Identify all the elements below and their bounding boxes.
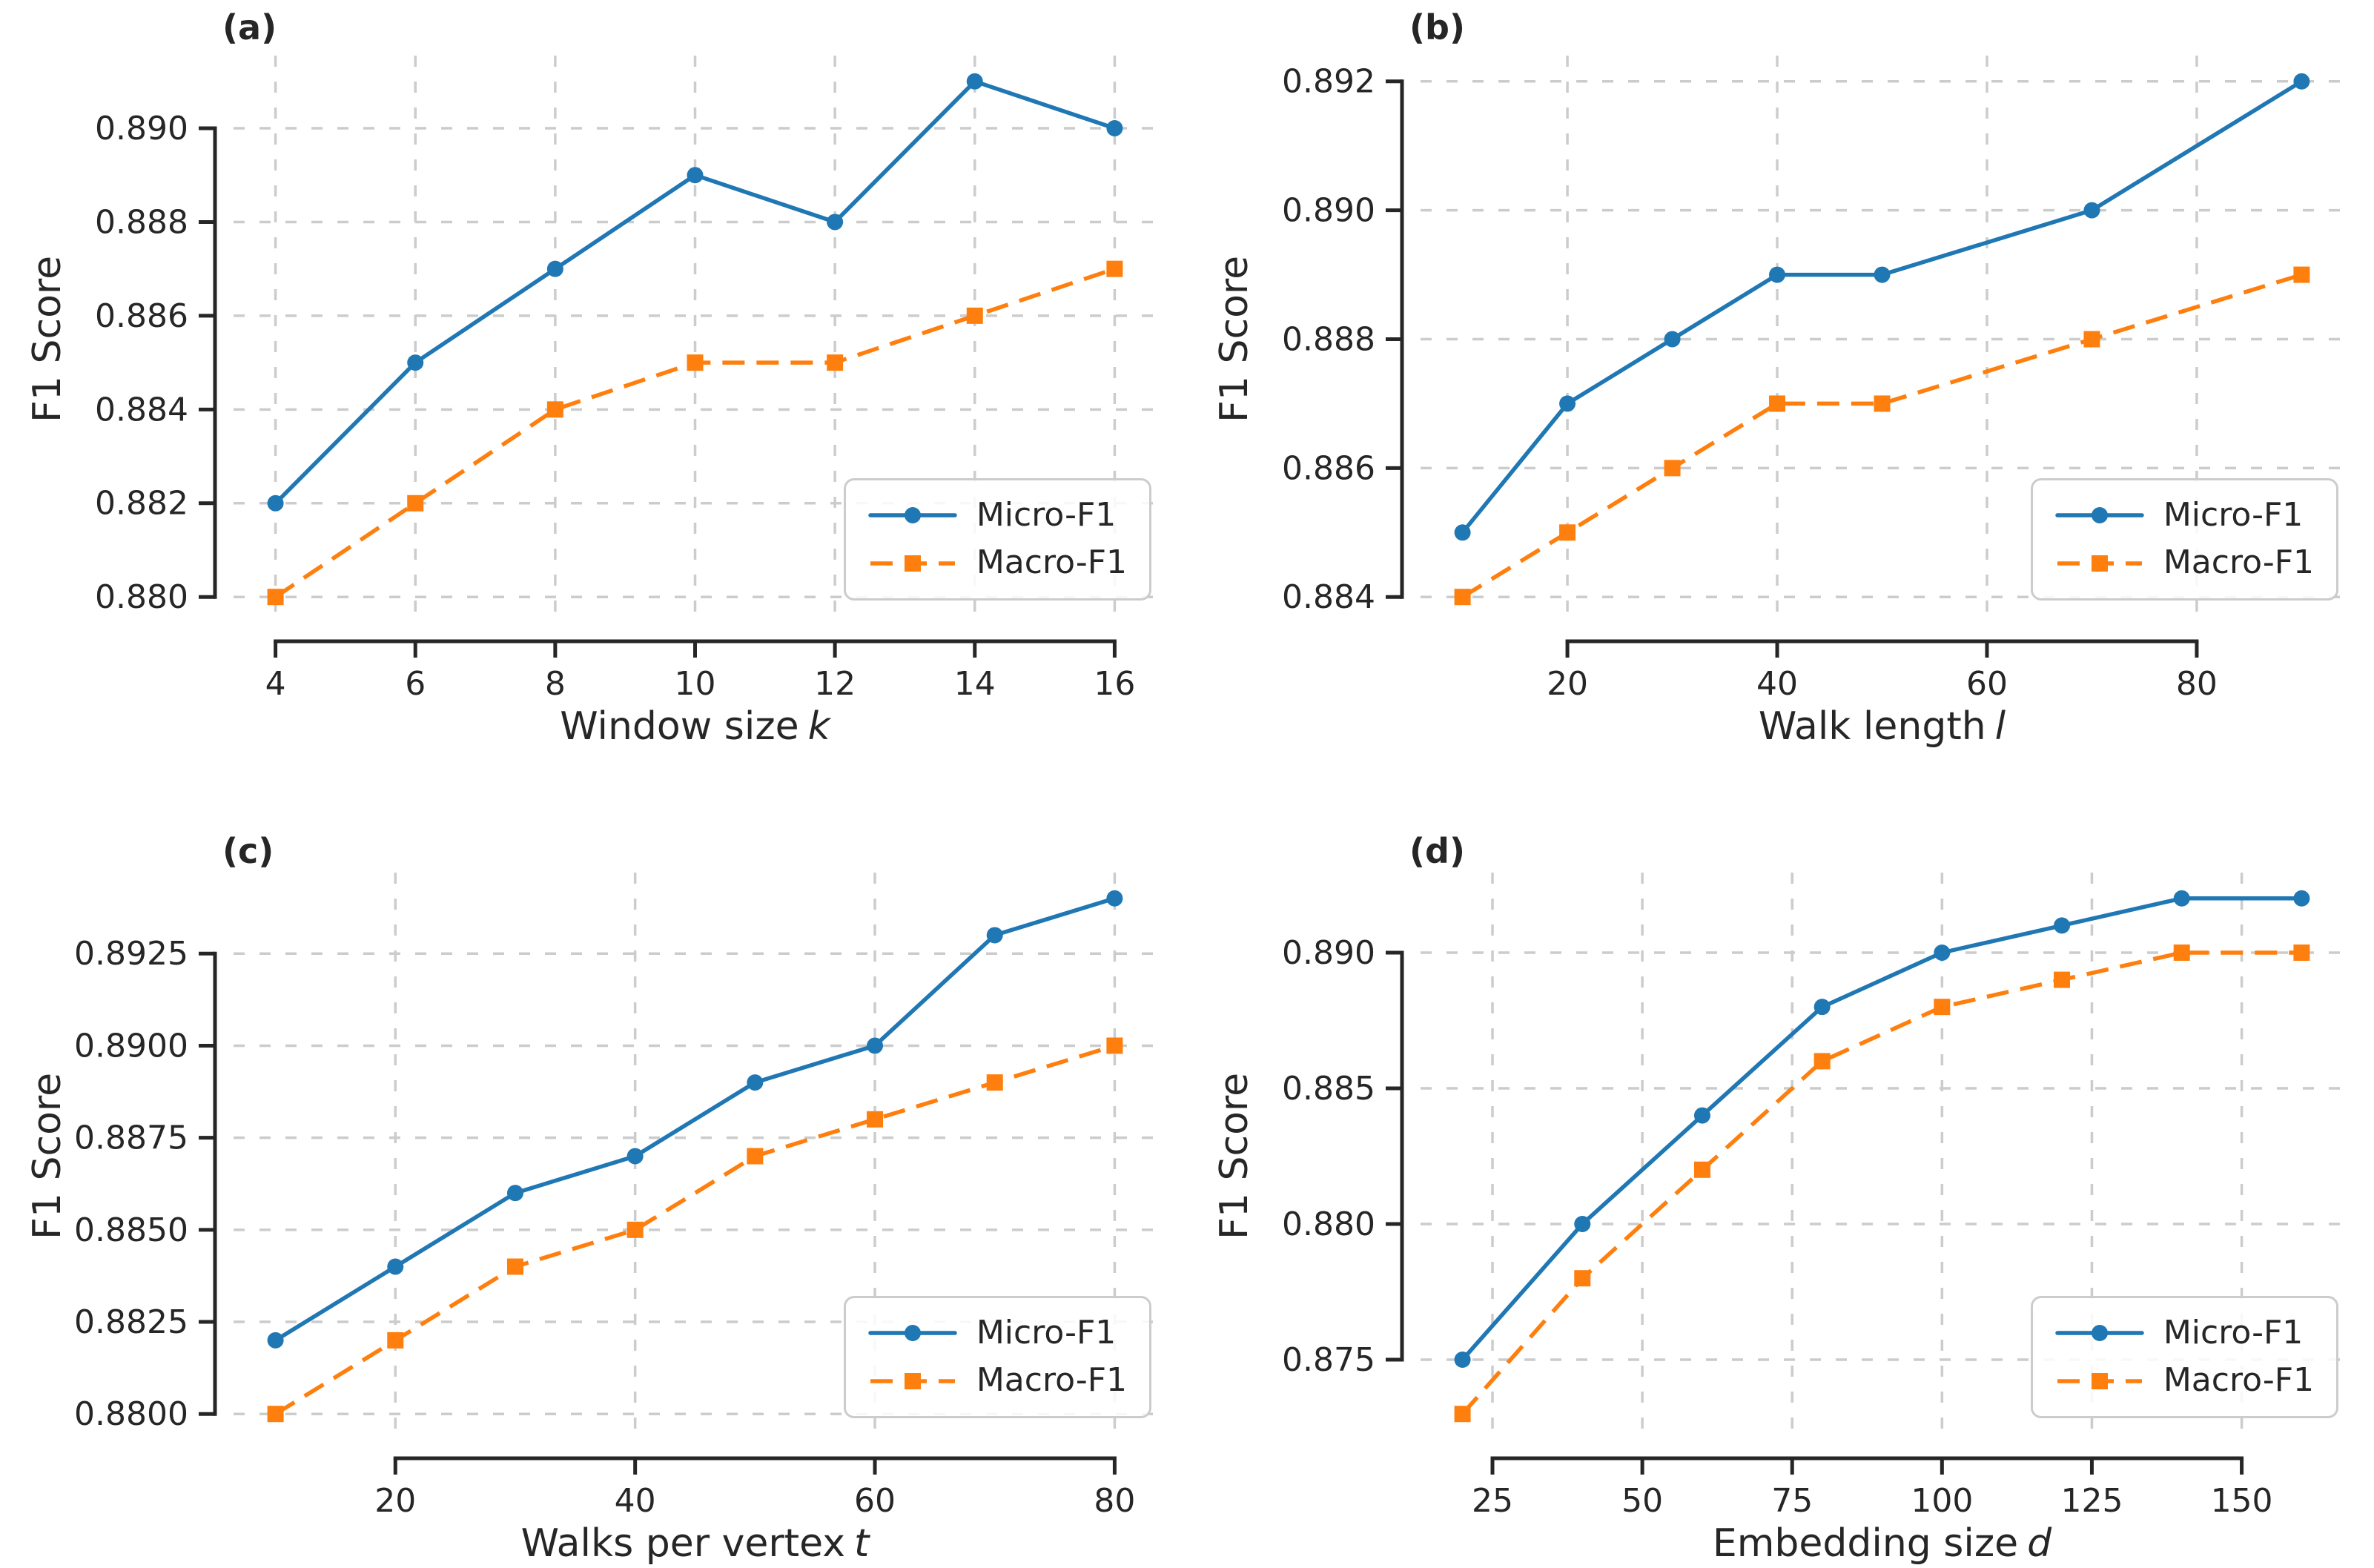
svg-text:16: 16 — [1094, 665, 1135, 703]
panel-label-b: (b) — [1409, 7, 1465, 47]
chart-panel-b: 0.884 0.886 0.888 0.890 0.892 20 40 60 80 (b) F1… — [1187, 0, 2374, 784]
chart-panel-a: 0.880 0.882 0.884 0.886 0.888 0.890 4 6 8 10 12 14 1… — [0, 0, 1187, 784]
svg-text:10: 10 — [675, 665, 716, 703]
svg-text:14: 14 — [954, 665, 996, 703]
legend-label-macro: Macro-F1 — [2163, 543, 2314, 582]
svg-text:25: 25 — [1472, 1482, 1513, 1520]
svg-text:20: 20 — [374, 1482, 416, 1520]
svg-text:0.884: 0.884 — [1282, 578, 1375, 616]
macro-line-sample-icon — [870, 555, 955, 572]
legend-item-micro: Micro-F1 — [2055, 1314, 2314, 1352]
svg-text:6: 6 — [405, 665, 426, 703]
legend-label-macro: Macro-F1 — [976, 543, 1127, 582]
svg-text:0.8825: 0.8825 — [74, 1303, 188, 1341]
x-axis-label-c: Walks per vertex t — [234, 1521, 1157, 1566]
svg-text:12: 12 — [814, 665, 856, 703]
x-axis-label-a: Window size k — [234, 704, 1157, 749]
svg-text:0.8850: 0.8850 — [74, 1211, 188, 1249]
y-axis-label-b: F1 Score — [1212, 255, 1257, 423]
svg-text:0.8900: 0.8900 — [74, 1027, 188, 1065]
micro-line-sample-icon — [868, 507, 957, 524]
legend-item-micro: Micro-F1 — [2055, 495, 2314, 535]
y-axis-label-a: F1 Score — [25, 255, 70, 423]
svg-text:0.890: 0.890 — [1282, 192, 1375, 230]
macro-line-sample-icon — [2057, 555, 2142, 572]
svg-text:4: 4 — [265, 665, 286, 703]
legend-item-macro: Macro-F1 — [2055, 544, 2314, 582]
panel-label-d: (d) — [1409, 831, 1465, 871]
svg-text:60: 60 — [854, 1482, 896, 1520]
x-axis-variable: l — [1994, 704, 2006, 749]
svg-text:0.884: 0.884 — [95, 391, 188, 429]
legend-label-macro: Macro-F1 — [976, 1361, 1127, 1400]
svg-text:0.886: 0.886 — [1282, 449, 1375, 487]
legend-item-macro: Macro-F1 — [868, 544, 1127, 582]
legend-label-micro: Micro-F1 — [976, 1313, 1117, 1352]
svg-text:0.890: 0.890 — [95, 110, 188, 148]
svg-text:0.882: 0.882 — [95, 485, 188, 523]
svg-text:40: 40 — [1756, 665, 1798, 703]
legend-item-macro: Macro-F1 — [868, 1362, 1127, 1400]
svg-text:0.888: 0.888 — [95, 203, 188, 241]
svg-text:80: 80 — [2176, 665, 2218, 703]
y-axis-label-d: F1 Score — [1212, 1072, 1257, 1240]
x-axis-variable: t — [854, 1521, 870, 1566]
svg-text:0.885: 0.885 — [1282, 1070, 1375, 1108]
legend-label-micro: Micro-F1 — [976, 495, 1117, 534]
svg-text:0.880: 0.880 — [95, 578, 188, 616]
legend-item-macro: Macro-F1 — [2055, 1362, 2314, 1400]
x-axis-variable: k — [807, 704, 830, 749]
legend-label-micro: Micro-F1 — [2163, 495, 2304, 534]
svg-text:0.875: 0.875 — [1282, 1341, 1375, 1379]
plot-area-b: 0.884 0.886 0.888 0.890 0.892 20 40 60 80 — [1282, 56, 2344, 703]
legend-a: Micro-F1 Macro-F1 — [843, 477, 1151, 601]
svg-text:0.8925: 0.8925 — [74, 935, 188, 973]
svg-text:0.892: 0.892 — [1282, 63, 1375, 101]
micro-line-sample-icon — [868, 1325, 957, 1342]
svg-text:60: 60 — [1966, 665, 2008, 703]
micro-line-sample-icon — [2055, 1325, 2144, 1342]
legend-label-micro: Micro-F1 — [2163, 1313, 2304, 1352]
x-axis-label-text: Window size — [560, 704, 799, 749]
svg-text:150: 150 — [2211, 1482, 2273, 1520]
svg-text:0.8875: 0.8875 — [74, 1119, 188, 1157]
x-axis-label-text: Walks per vertex — [520, 1521, 846, 1566]
x-axis-label-b: Walk length l — [1421, 704, 2344, 749]
svg-text:80: 80 — [1094, 1482, 1135, 1520]
svg-text:0.888: 0.888 — [1282, 320, 1375, 358]
svg-text:125: 125 — [2060, 1482, 2123, 1520]
x-axis-label-text: Walk length — [1758, 704, 1986, 749]
legend-b: Micro-F1 Macro-F1 — [2030, 477, 2338, 601]
plot-area-d: 0.875 0.880 0.885 0.890 25 50 75 100 125 150 — [1282, 873, 2344, 1520]
svg-text:0.886: 0.886 — [95, 297, 188, 335]
chart-panel-c: 0.8800 0.8825 0.8850 0.8875 0.8900 0.8925 20 40… — [0, 784, 1187, 1568]
x-axis-label-text: Embedding size — [1712, 1521, 2019, 1566]
x-axis-variable: d — [2027, 1521, 2052, 1566]
legend-c: Micro-F1 Macro-F1 — [843, 1295, 1151, 1418]
legend-d: Micro-F1 Macro-F1 — [2030, 1295, 2338, 1418]
legend-item-micro: Micro-F1 — [868, 495, 1127, 535]
macro-line-sample-icon — [2057, 1372, 2142, 1389]
micro-line-sample-icon — [2055, 507, 2144, 524]
svg-text:40: 40 — [615, 1482, 656, 1520]
svg-text:8: 8 — [545, 665, 566, 703]
y-axis-label-c: F1 Score — [25, 1072, 70, 1240]
plot-area-c: 0.8800 0.8825 0.8850 0.8875 0.8900 0.8925 20 40… — [74, 873, 1157, 1520]
svg-text:0.8800: 0.8800 — [74, 1395, 188, 1433]
legend-item-micro: Micro-F1 — [868, 1314, 1127, 1352]
svg-text:20: 20 — [1547, 665, 1588, 703]
chart-panel-d: 0.875 0.880 0.885 0.890 25 50 75 100 125 150 (d) … — [1187, 784, 2374, 1568]
legend-label-macro: Macro-F1 — [2163, 1361, 2314, 1400]
svg-text:50: 50 — [1621, 1482, 1663, 1520]
x-axis-label-d: Embedding size d — [1421, 1521, 2344, 1566]
svg-text:0.880: 0.880 — [1282, 1205, 1375, 1243]
macro-line-sample-icon — [870, 1372, 955, 1389]
svg-text:0.890: 0.890 — [1282, 934, 1375, 972]
plot-area-a: 0.880 0.882 0.884 0.886 0.888 0.890 4 6 8 10 12 14 1… — [95, 56, 1157, 703]
svg-text:75: 75 — [1771, 1482, 1813, 1520]
panel-label-a: (a) — [222, 7, 277, 47]
panel-label-c: (c) — [222, 831, 274, 871]
svg-text:100: 100 — [1911, 1482, 1973, 1520]
